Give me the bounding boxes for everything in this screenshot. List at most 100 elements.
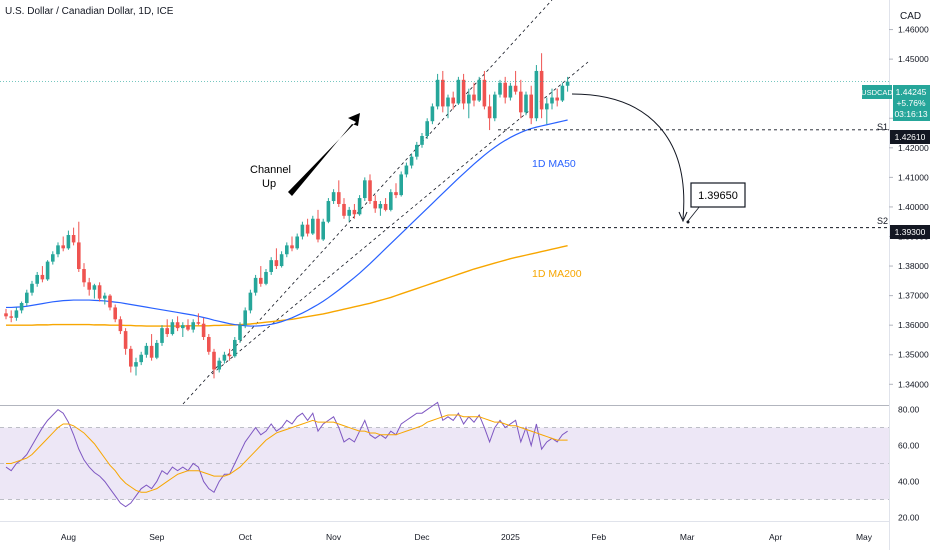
candle-body-40 [212, 351, 216, 370]
candle-body-75 [394, 192, 398, 196]
price-tick-label-3: 1.42000 [898, 143, 929, 153]
price-tick-label-11: 1.34000 [898, 379, 929, 389]
price-tick-label-4: 1.41000 [898, 172, 929, 182]
candle-body-8 [45, 261, 50, 280]
candle-body-88 [461, 79, 466, 104]
candle-body-15 [82, 269, 86, 283]
candle-body-14 [77, 242, 81, 270]
candle-body-92 [482, 79, 487, 107]
candle-body-68 [357, 198, 362, 215]
time-tick-label-0: Aug [61, 532, 76, 542]
time-tick-label-2: Oct [239, 532, 253, 542]
chart-title: U.S. Dollar / Canadian Dollar, 1D, ICE [5, 6, 174, 17]
candle-body-43 [227, 354, 232, 357]
candle-body-23 [123, 331, 128, 349]
price-tick-label-7: 1.38000 [898, 261, 929, 271]
candle-body-74 [389, 192, 393, 210]
time-tick-label-6: Feb [591, 532, 606, 542]
candle-body-6 [35, 274, 39, 284]
rsi-tick-label-0: 80.00 [898, 405, 920, 415]
candle-body-104 [545, 103, 549, 110]
candle-body-95 [498, 82, 502, 95]
candle-body-96 [503, 82, 507, 98]
candle-body-19 [103, 295, 107, 299]
rsi-tick-label-2: 40.00 [898, 476, 920, 486]
candle-body-76 [399, 174, 403, 196]
channel-label-line1: Channel [250, 164, 291, 176]
candle-body-63 [331, 192, 336, 202]
candle-body-59 [311, 218, 315, 234]
channel-upper-line [182, 0, 553, 405]
candle-body-12 [66, 235, 71, 249]
candle-body-13 [71, 235, 76, 243]
price-tick-label-5: 1.40000 [898, 202, 929, 212]
target-box [690, 182, 746, 208]
time-tick-label-4: Dec [414, 532, 430, 542]
candle-body-47 [248, 292, 253, 311]
candle-body-89 [467, 94, 471, 104]
candle-body-52 [274, 260, 279, 267]
candle-body-81 [425, 121, 429, 136]
projection-curve [571, 93, 685, 220]
price-tick-label-0: 1.46000 [898, 25, 929, 35]
last-price: 1.44245 [896, 87, 927, 97]
candle-body-82 [430, 106, 435, 122]
candle-body-1 [9, 316, 13, 318]
candle-body-46 [243, 310, 247, 326]
target-label: 1.39650 [698, 190, 738, 202]
time-tick-label-9: May [856, 532, 873, 542]
target-pointer [687, 205, 701, 222]
rsi-line [5, 401, 568, 508]
trend-arrow [288, 113, 360, 196]
candle-body-54 [285, 245, 289, 255]
candle-body-87 [456, 79, 461, 104]
candle-body-108 [565, 81, 570, 86]
target-point [686, 220, 690, 224]
candle-body-33 [175, 322, 180, 329]
candle-body-45 [238, 325, 242, 340]
candle-body-56 [295, 236, 299, 249]
candle-body-5 [30, 283, 34, 293]
candle-body-37 [196, 322, 201, 324]
candle-body-78 [409, 156, 414, 166]
price-tick-label-1: 1.45000 [898, 54, 929, 64]
candle-body-28 [149, 345, 154, 358]
candle-body-42 [222, 354, 227, 361]
candle-body-91 [477, 79, 481, 101]
candle-body-105 [550, 97, 554, 104]
time-tick-label-3: Nov [326, 532, 342, 542]
time-tick-label-1: Sep [149, 532, 164, 542]
candle-body-67 [352, 209, 357, 215]
time-axis: Aug Sep Oct Nov Dec 2025 Feb Mar Apr May [61, 532, 873, 542]
candle-body-50 [264, 271, 268, 284]
time-tick-label-7: Mar [680, 532, 695, 542]
candle-body-25 [134, 362, 138, 367]
price-tick-label-10: 1.35000 [898, 350, 929, 360]
candle-body-64 [337, 192, 341, 204]
candle-body-85 [446, 97, 450, 107]
candle-body-31 [165, 328, 169, 335]
candle-body-73 [383, 203, 388, 210]
candle-body-58 [305, 224, 310, 234]
candle-body-55 [290, 245, 294, 249]
rsi-tick-label-3: 20.00 [898, 512, 920, 522]
support-levels [350, 129, 889, 229]
channel-lines [182, 0, 589, 405]
candle-body-36 [191, 322, 195, 330]
candle-body-107 [560, 85, 565, 101]
candle-body-21 [113, 307, 117, 320]
candle-body-60 [316, 218, 320, 240]
candle-body-86 [451, 97, 455, 104]
candle-body-77 [404, 165, 409, 175]
s1-price: 1.42610 [895, 132, 926, 142]
symbol-label: USDCAD [861, 88, 893, 97]
candle-body-69 [363, 180, 367, 199]
candle-body-66 [347, 209, 351, 216]
annotations [288, 93, 701, 224]
last-price-tag [893, 85, 930, 121]
symbol-tag [862, 85, 892, 99]
candle-body-26 [139, 354, 143, 363]
candle-body-9 [51, 254, 55, 262]
candle-body-27 [144, 345, 149, 355]
